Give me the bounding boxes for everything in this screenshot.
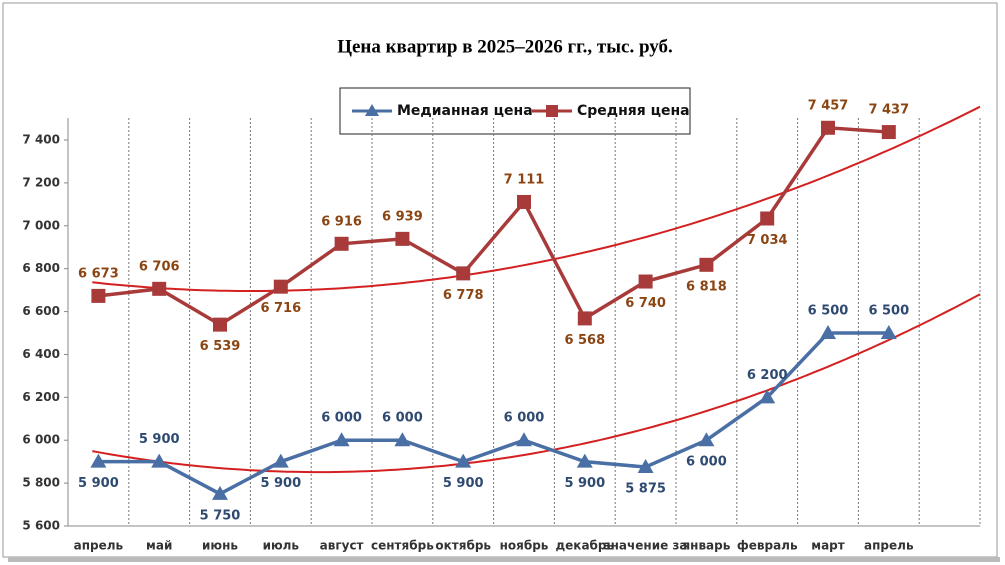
marker — [455, 453, 472, 468]
x-tick-label: декабрь — [555, 539, 614, 553]
marker — [759, 389, 776, 404]
data-label: 6 500 — [808, 304, 849, 319]
marker — [90, 453, 107, 468]
data-label: 6 500 — [868, 304, 909, 319]
data-label: 6 200 — [747, 368, 788, 383]
marker — [152, 281, 167, 296]
x-tick-label: август — [320, 539, 364, 553]
y-tick-label: 7 000 — [22, 218, 60, 232]
data-label: 6 939 — [382, 209, 423, 224]
marker — [394, 432, 411, 447]
x-tick-label: июнь — [202, 539, 238, 553]
marker — [456, 266, 471, 281]
legend-marker — [365, 104, 379, 116]
trendline — [92, 105, 981, 292]
y-tick-label: 6 000 — [22, 433, 60, 447]
marker — [517, 194, 531, 209]
y-tick-label: 7 400 — [22, 133, 60, 147]
y-tick-label: 6 600 — [22, 304, 60, 318]
data-label: 6 000 — [321, 411, 362, 426]
data-label: 6 740 — [625, 296, 666, 311]
marker — [881, 125, 896, 140]
marker — [151, 453, 168, 468]
data-label: 6 706 — [139, 259, 180, 274]
marker — [880, 325, 897, 339]
data-label: 6 716 — [260, 301, 301, 316]
data-label: 6 568 — [564, 333, 605, 348]
x-tick-label: ноябрь — [500, 539, 549, 553]
x-tick-label: апрель — [74, 539, 124, 553]
marker — [91, 288, 106, 303]
data-label: 6 000 — [686, 455, 727, 470]
x-tick-label: июль — [263, 539, 300, 553]
marker — [638, 274, 653, 289]
x-tick-label: апрель — [864, 539, 914, 553]
x-tick-label: сентябрь — [371, 539, 434, 553]
data-label: 5 875 — [625, 482, 666, 497]
data-label: 6 673 — [78, 266, 119, 281]
marker — [516, 432, 532, 447]
marker — [212, 485, 228, 500]
data-label: 5 900 — [564, 476, 605, 491]
chart-title: Цена квартир в 2025–2026 гг., тыс. руб. — [337, 36, 673, 57]
data-label: 5 900 — [78, 476, 119, 491]
marker — [334, 236, 349, 251]
trendline — [92, 293, 981, 474]
legend-marker — [546, 105, 558, 117]
frame-shadow — [8, 557, 1000, 562]
marker — [698, 432, 715, 447]
y-tick-label: 6 800 — [22, 261, 60, 275]
marker — [820, 325, 836, 339]
data-label: 6 916 — [321, 214, 362, 229]
series-line — [98, 125, 889, 327]
marker — [333, 432, 350, 447]
legend-label: Средняя цена — [577, 103, 690, 119]
marker — [760, 211, 775, 226]
x-tick-label: январь — [682, 539, 730, 553]
data-label: 5 900 — [139, 432, 180, 447]
marker — [577, 311, 592, 326]
marker — [272, 453, 289, 468]
marker — [576, 453, 593, 468]
y-tick-label: 5 600 — [22, 519, 60, 533]
marker — [821, 120, 835, 135]
data-label: 6 539 — [200, 339, 241, 354]
marker — [213, 317, 227, 332]
y-tick-label: 6 400 — [22, 347, 60, 361]
data-label: 5 900 — [443, 476, 484, 491]
y-tick-label: 5 800 — [22, 476, 60, 490]
x-tick-label: значение за — [604, 539, 688, 553]
data-label: 7 034 — [747, 233, 788, 248]
marker — [395, 231, 410, 246]
data-label: 6 818 — [686, 279, 727, 294]
y-tick-label: 6 200 — [22, 390, 60, 404]
data-label: 7 457 — [808, 98, 849, 113]
marker — [699, 257, 714, 272]
x-tick-label: октябрь — [435, 539, 491, 553]
marker — [273, 279, 288, 294]
legend-label: Медианная цена — [397, 103, 533, 119]
marker — [637, 459, 654, 474]
data-label: 5 900 — [260, 476, 301, 491]
x-tick-label: февраль — [737, 539, 798, 553]
x-tick-label: май — [146, 539, 172, 553]
data-label: 6 000 — [504, 411, 545, 426]
data-label: 5 750 — [200, 508, 241, 523]
y-tick-label: 7 200 — [22, 175, 60, 189]
x-tick-label: март — [811, 539, 844, 553]
data-label: 6 000 — [382, 411, 423, 426]
legend — [339, 87, 691, 135]
data-label: 6 778 — [443, 288, 484, 303]
frame — [2, 2, 998, 558]
data-label: 7 437 — [868, 103, 909, 118]
series-line — [98, 331, 889, 496]
data-label: 7 111 — [504, 172, 545, 187]
